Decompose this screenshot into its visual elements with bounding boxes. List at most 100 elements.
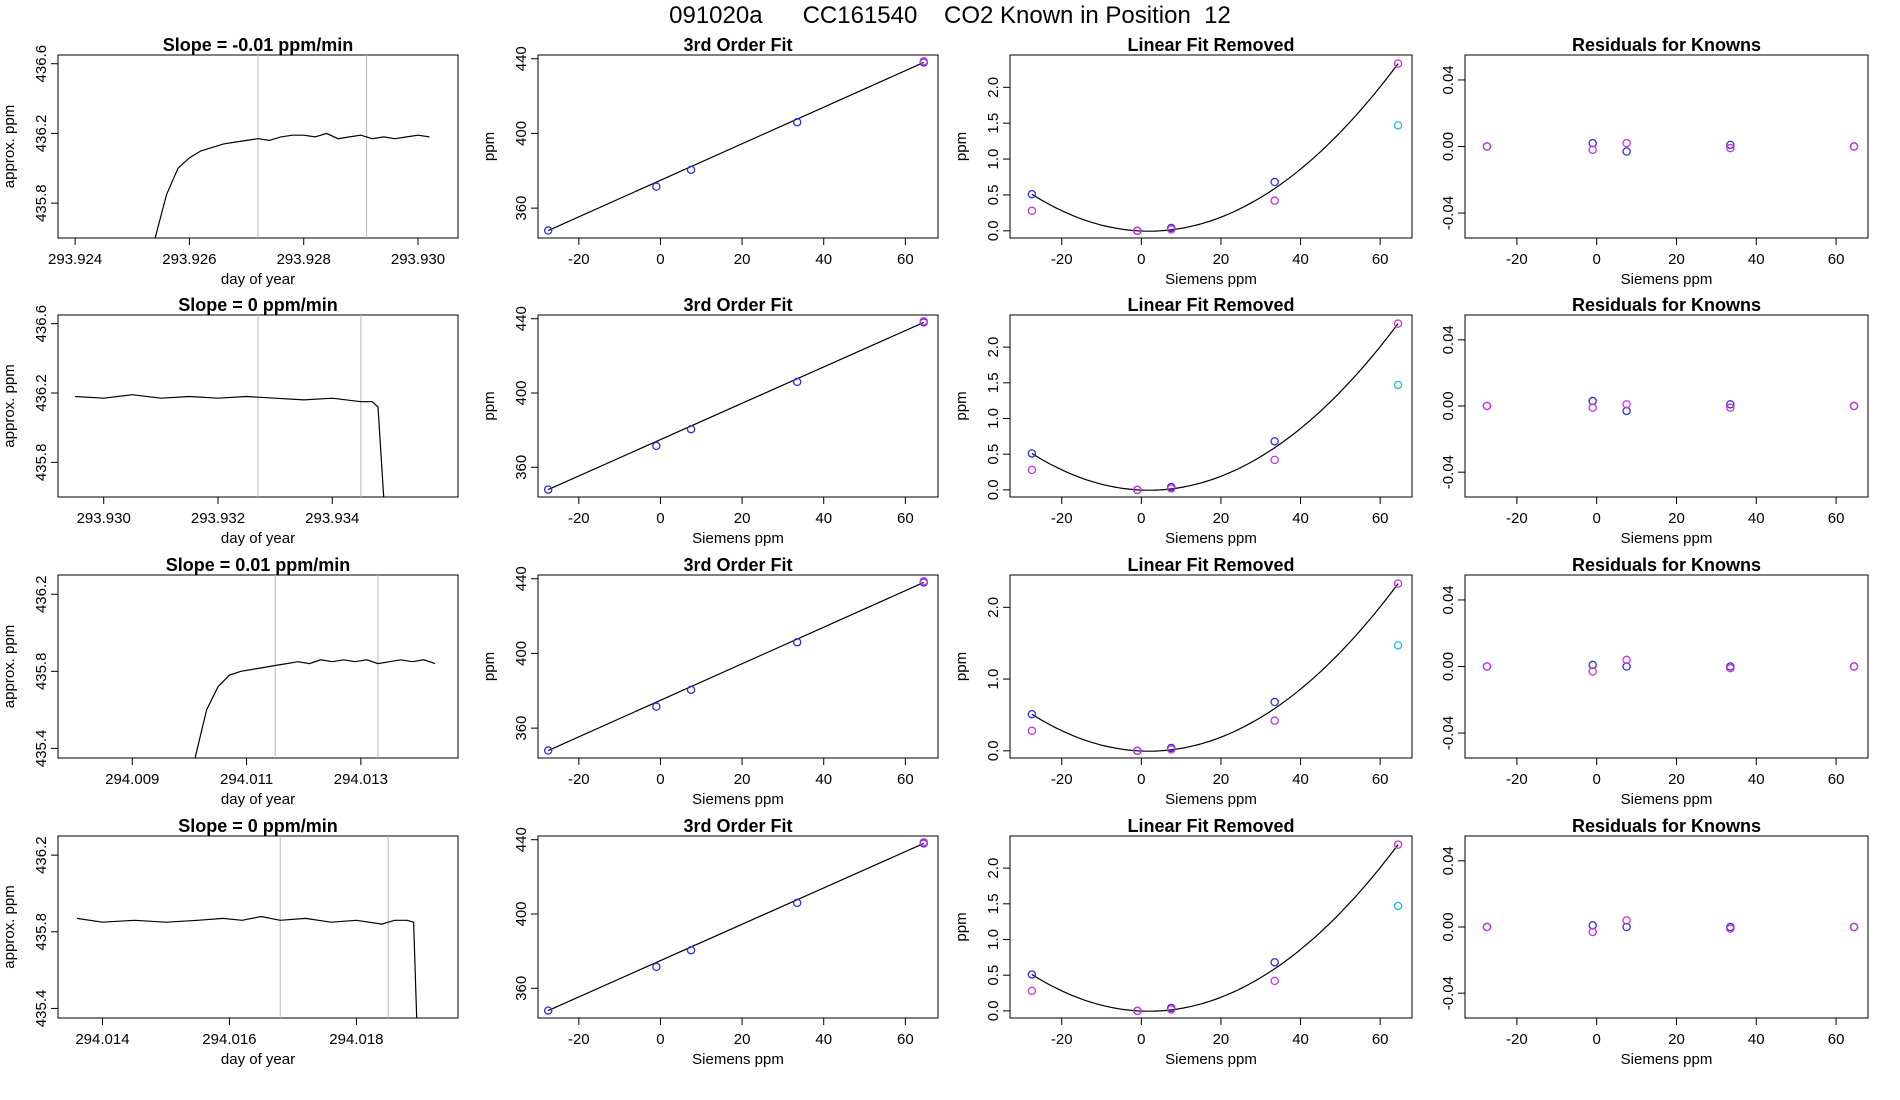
row4-col3-x-tick-label: 0: [1137, 1031, 1145, 1048]
row2-col1-x-tick-label: 293.934: [305, 510, 359, 527]
row2-col4-y-tick-label: 0.04: [1440, 325, 1457, 354]
row2-col4-point-magenta: [1726, 403, 1735, 412]
row1-col3-x-tick-label: 60: [1372, 251, 1389, 268]
row1-col4-point-magenta: [1849, 142, 1859, 151]
row4-col4-title: Residuals for Knowns: [1572, 816, 1761, 836]
row4-col1-y-tick-label: 435.4: [33, 990, 50, 1028]
row2-col4-point-magenta: [1482, 401, 1492, 411]
row1-col2-title: 3rd Order Fit: [683, 35, 792, 55]
row2-col3-y-tick-label: 0.5: [985, 444, 1002, 465]
row4-col2-y-tick-label: 360: [513, 976, 530, 1001]
row1-col4-point-magenta: [1588, 145, 1597, 155]
row4-col4-point-magenta: [1622, 916, 1631, 925]
row2-col3-x-tick-label: 0: [1137, 510, 1145, 527]
row3-col2-y-tick-label: 400: [513, 641, 530, 666]
row4-col3-point-magenta: [1270, 976, 1279, 986]
row1-col3-y-tick-label: 1.0: [985, 149, 1002, 170]
row3-col2-y-tick-label: 440: [513, 566, 530, 591]
row1-col1-title: Slope = -0.01 ppm/min: [163, 35, 354, 55]
row3-col3-x-tick-label: 0: [1137, 771, 1145, 788]
row1-col2-x-tick-label: 20: [734, 251, 751, 268]
row3-col2-title: 3rd Order Fit: [683, 555, 792, 575]
row1-col3-y-axis-label: ppm: [953, 132, 970, 161]
row4-col3-x-tick-label: 60: [1372, 1031, 1389, 1048]
row4-col3-y-tick-label: 2.0: [985, 858, 1002, 879]
row1-col4-point-blue: [1726, 140, 1735, 150]
row3-col3-x-axis-label: Siemens ppm: [1165, 791, 1257, 808]
row2-col1-title: Slope = 0 ppm/min: [178, 295, 338, 315]
row2-col4-point-magenta: [1849, 401, 1859, 411]
row4-col3-x-tick-label: 20: [1213, 1031, 1230, 1048]
row4-col1-y-tick-label: 436.2: [33, 836, 50, 874]
row3-col4-x-tick-label: -20: [1506, 771, 1528, 788]
row4-col3-x-axis-label: Siemens ppm: [1165, 1051, 1257, 1068]
row1-col1-data-line: [154, 132, 430, 239]
row1-col1-y-axis-label: approx. ppm: [1, 105, 18, 188]
row2-col2-x-tick-label: 60: [897, 510, 914, 527]
row1-col1-x-tick-label: 293.930: [391, 251, 445, 268]
row3-col4-x-tick-label: 0: [1593, 771, 1601, 788]
row4-col1-data-line: [76, 915, 418, 1019]
row1-col2-point-blue: [652, 182, 661, 191]
row3-col3-y-tick-label: 2.0: [985, 597, 1002, 618]
row1-col3-x-axis-label: Siemens ppm: [1165, 271, 1257, 288]
row3-col4-y-tick-label: 0.00: [1440, 652, 1457, 681]
row1-col1-x-tick-label: 293.924: [48, 251, 102, 268]
row2-col1-y-axis-label: approx. ppm: [1, 364, 18, 447]
row1-col3-y-tick-label: 0.0: [985, 220, 1002, 241]
row3-col2-x-tick-label: 40: [815, 771, 832, 788]
row3-col2-y-tick-label: 360: [513, 716, 530, 741]
row1-col2-point-magenta: [919, 57, 928, 66]
row3-col2-x-tick-label: 60: [897, 771, 914, 788]
row2-col2-point-blue: [686, 424, 696, 434]
row2-col3-y-tick-label: 1.0: [985, 408, 1002, 429]
row3-col3-y-tick-label: 1.0: [985, 669, 1002, 690]
row1-col2-y-tick-label: 440: [513, 46, 530, 71]
row4-col2-point-magenta: [919, 838, 928, 847]
row2-col3-plot-frame: [1009, 314, 1413, 498]
row4-col1-y-axis-label: approx. ppm: [1, 885, 18, 968]
row1-col2-point-blue: [686, 165, 696, 175]
row3-col3-y-tick-label: 0.0: [985, 740, 1002, 761]
row4-col3-point-cyan: [1393, 901, 1403, 911]
row1-col4-y-tick-label: 0.04: [1440, 65, 1457, 94]
row2-col1-y-tick-label: 436.2: [33, 374, 50, 412]
row3-col1-y-tick-label: 435.4: [33, 730, 50, 768]
row2-col1-x-axis-label: day of year: [221, 530, 295, 547]
row2-col3-point-magenta: [1133, 485, 1142, 495]
row1-col3-point-magenta: [1393, 59, 1403, 68]
row3-col3-plot-frame: [1009, 574, 1413, 759]
row1-col3-y-tick-label: 1.5: [985, 113, 1002, 134]
row2-col3-point-magenta: [1166, 484, 1176, 493]
row3-col2-x-tick-label: 20: [734, 771, 751, 788]
row2-col3-point-cyan: [1393, 380, 1403, 390]
row4-col3-point-magenta: [1166, 1005, 1176, 1014]
row2-col4-x-tick-label: -20: [1506, 510, 1528, 527]
row3-col2-point-blue: [652, 702, 661, 711]
row4-col2-plot-frame: [537, 835, 939, 1019]
row1-col2-plot-frame: [537, 54, 939, 239]
row1-col4-y-tick-label: -0.04: [1440, 196, 1457, 230]
row3-col4-point-magenta: [1622, 655, 1631, 665]
row4-col2-x-tick-label: 40: [815, 1031, 832, 1048]
row2-col4-y-tick-label: -0.04: [1440, 455, 1457, 489]
row2-col4-point-magenta: [1622, 400, 1631, 409]
row3-col2-fit-line: [547, 581, 924, 752]
row2-col3-point-magenta: [1393, 319, 1403, 328]
row1-col3-plot-frame: [1009, 54, 1413, 239]
row3-col4-x-axis-label: Siemens ppm: [1621, 791, 1713, 808]
row3-col1-data-line: [194, 659, 436, 759]
row4-col4-x-axis-label: Siemens ppm: [1621, 1051, 1713, 1068]
row2-col2-fit-line: [547, 321, 924, 491]
row1-col1-y-tick-label: 435.8: [33, 184, 50, 222]
row4-col3-y-axis-label: ppm: [953, 912, 970, 941]
row1-col2-point-blue: [543, 226, 553, 235]
row1-col1-x-axis-label: day of year: [221, 271, 295, 288]
row4-col2-x-axis-label: Siemens ppm: [692, 1051, 784, 1068]
row1-col3-x-tick-label: 20: [1213, 251, 1230, 268]
row2-col2-title: 3rd Order Fit: [683, 295, 792, 315]
row2-col3-point-blue: [1027, 449, 1037, 458]
row3-col3-x-tick-label: 20: [1213, 771, 1230, 788]
row1-col4-x-tick-label: 20: [1668, 251, 1685, 268]
